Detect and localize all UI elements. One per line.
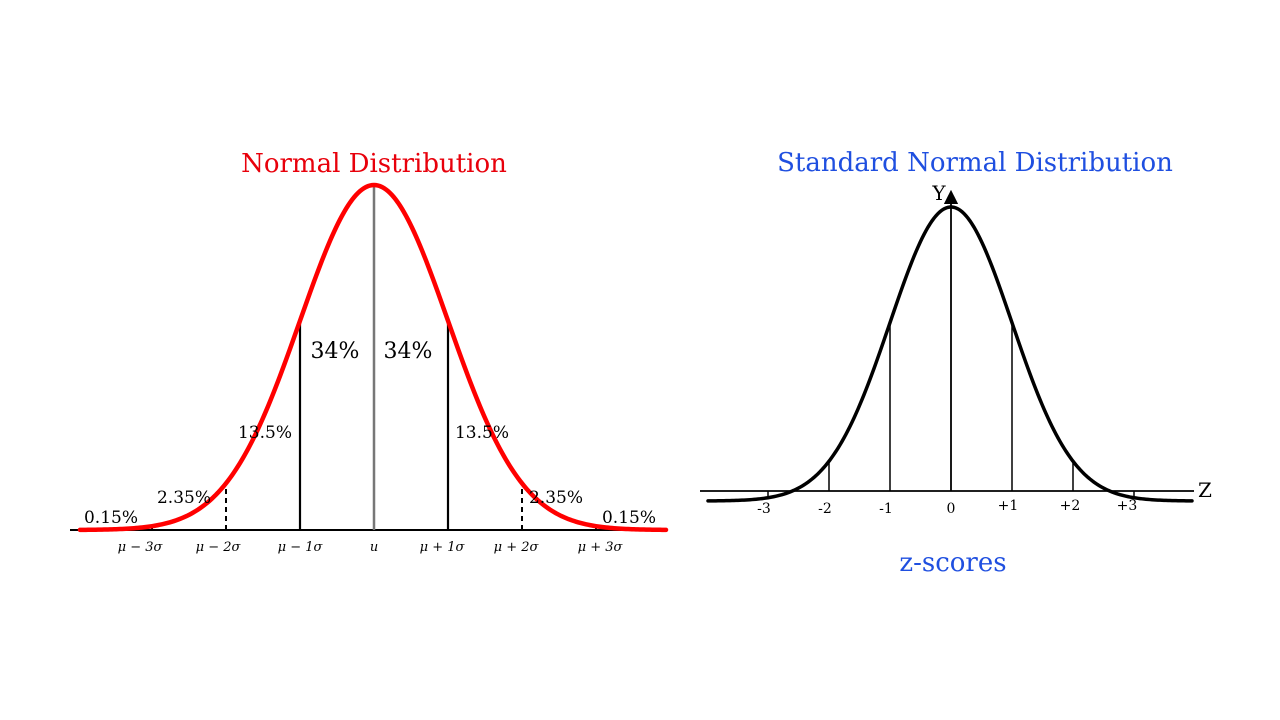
x-label-mu-minus-3sigma: μ − 3σ [118, 540, 164, 555]
z-tick-plus-2: +2 [1060, 498, 1081, 514]
z-tick-zero: 0 [947, 501, 956, 517]
standard-normal-title: Standard Normal Distribution [777, 148, 1173, 178]
standard-normal-curve [706, 205, 1194, 503]
x-label-mu-plus-3sigma: μ + 3σ [578, 540, 624, 555]
normal-distribution-panel: Normal Distribution 34% 34% 13.5% 13.5% … [70, 149, 669, 555]
z-tick-minus-3: -3 [757, 501, 771, 517]
z-axis-label: Z [1198, 478, 1212, 502]
normal-curve [77, 182, 669, 533]
x-label-mu-minus-1sigma: μ − 1σ [278, 540, 324, 555]
pct-tail-right: 0.15% [602, 508, 656, 528]
x-label-mu-plus-1sigma: μ + 1σ [420, 540, 466, 555]
z-tick-plus-3: +3 [1117, 498, 1138, 514]
pct-center-left: 34% [311, 339, 360, 364]
x-label-mean: u [370, 540, 378, 555]
normal-distribution-title: Normal Distribution [241, 149, 507, 179]
pct-mid-right: 13.5% [455, 423, 509, 443]
z-tick-minus-2: -2 [818, 501, 832, 517]
pct-mid-left: 13.5% [238, 423, 292, 443]
z-scores-caption: z-scores [899, 548, 1006, 578]
pct-outer-left: 2.35% [157, 488, 211, 508]
pct-center-right: 34% [384, 339, 433, 364]
pct-tail-left: 0.15% [84, 508, 138, 528]
pct-outer-right: 2.35% [529, 488, 583, 508]
standard-normal-panel: Standard Normal Distribution Z Y -3 -2 -… [700, 148, 1212, 578]
z-tick-plus-1: +1 [998, 498, 1019, 514]
y-axis-label: Y [931, 181, 946, 205]
x-label-mu-plus-2sigma: μ + 2σ [494, 540, 540, 555]
z-tick-minus-1: -1 [879, 501, 893, 517]
x-label-mu-minus-2sigma: μ − 2σ [196, 540, 242, 555]
